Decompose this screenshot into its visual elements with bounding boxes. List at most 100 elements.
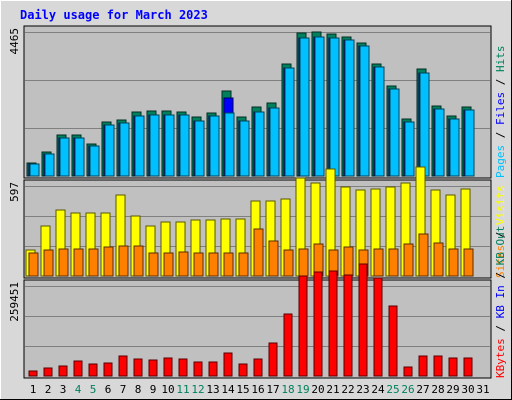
- x-label-day-30: 30: [461, 383, 474, 396]
- x-label-day-10: 10: [161, 383, 174, 396]
- bar-sites-day-7: [118, 245, 129, 277]
- panel-visits-sites-legend-item-2: Visits: [494, 185, 507, 225]
- bar-sites-day-10: [163, 252, 174, 277]
- bar-pages-day-23: [359, 45, 370, 177]
- panel-hits-files-pages-legend: Pages / Files / Hits: [494, 46, 507, 179]
- bar-pages-day-13: [209, 115, 220, 177]
- x-label-day-28: 28: [431, 383, 444, 396]
- bar-kbytes-day-11: [178, 358, 188, 377]
- bar-sites-day-4: [73, 248, 84, 277]
- bar-sites-day-28: [433, 242, 444, 277]
- bar-pages-day-26: [404, 121, 415, 177]
- x-label-day-14: 14: [221, 383, 235, 396]
- x-label-day-25: 25: [386, 383, 399, 396]
- bar-sites-day-29: [448, 248, 459, 277]
- bar-kbytes-day-14: [223, 352, 233, 377]
- x-label-day-29: 29: [446, 383, 459, 396]
- bar-kbytes-day-25: [388, 305, 398, 377]
- bar-kbytes-day-24: [373, 277, 383, 377]
- bar-sites-day-17: [268, 240, 279, 277]
- bar-kbytes-day-23: [358, 263, 368, 377]
- bar-pages-day-24: [374, 66, 385, 177]
- bar-pages-day-11: [179, 114, 190, 177]
- x-label-day-20: 20: [311, 383, 324, 396]
- panel-visits-sites-legend-item-0: Sites: [494, 245, 507, 278]
- panel-kbytes: 259451 KBytes / KB In / KB Out: [8, 226, 507, 379]
- panel-kbytes-legend-item-1: /: [494, 318, 507, 338]
- x-label-day-15: 15: [236, 383, 249, 396]
- bar-sites-day-11: [178, 251, 189, 277]
- x-label-day-18: 18: [281, 383, 294, 396]
- bar-kbytes-day-15: [238, 363, 248, 377]
- bar-sites-day-12: [193, 252, 204, 277]
- bar-pages-day-18: [284, 67, 295, 177]
- bar-kbytes-day-22: [343, 274, 353, 377]
- panel-kbytes-ymax-label: 259451: [8, 282, 21, 322]
- bar-pages-day-29: [449, 118, 460, 177]
- bar-pages-day-14: [224, 112, 235, 177]
- x-label-day-12: 12: [191, 383, 204, 396]
- bar-kbytes-day-19: [298, 275, 308, 377]
- bar-kbytes-day-20: [313, 271, 323, 377]
- x-label-day-2: 2: [45, 383, 52, 396]
- bar-pages-day-10: [164, 114, 175, 177]
- bar-sites-day-18: [283, 249, 294, 277]
- bar-sites-day-13: [208, 252, 219, 277]
- bar-kbytes-day-3: [58, 365, 68, 377]
- bar-sites-day-9: [148, 252, 159, 277]
- bar-kbytes-day-12: [193, 361, 203, 377]
- bar-kbytes-day-9: [148, 359, 158, 377]
- x-label-day-6: 6: [105, 383, 112, 396]
- bar-sites-day-3: [58, 248, 69, 277]
- panel-hits-files-pages-legend-item-1: /: [494, 125, 507, 145]
- bar-sites-day-27: [418, 233, 429, 277]
- bar-kbytes-day-13: [208, 361, 218, 377]
- x-label-day-3: 3: [60, 383, 67, 396]
- bar-pages-day-20: [314, 36, 325, 177]
- bar-sites-day-30: [463, 248, 474, 277]
- x-label-day-16: 16: [251, 383, 264, 396]
- bar-sites-day-8: [133, 245, 144, 277]
- bar-kbytes-day-18: [283, 313, 293, 377]
- x-label-day-9: 9: [150, 383, 157, 396]
- x-label-day-1: 1: [30, 383, 37, 396]
- bar-pages-day-7: [119, 122, 130, 177]
- bar-sites-day-14: [223, 252, 234, 277]
- panel-visits-sites-legend: Sites / Visits: [494, 185, 507, 278]
- panel-visits-sites-legend-item-1: /: [494, 225, 507, 245]
- bar-sites-day-5: [88, 248, 99, 277]
- panel-kbytes-legend: KBytes / KB In / KB Out: [494, 226, 507, 378]
- panel-hits-files-pages-legend-item-4: Hits: [494, 46, 507, 73]
- bar-kbytes-day-21: [328, 270, 338, 377]
- panel-kbytes-legend-item-2: KB In: [494, 285, 507, 318]
- x-label-day-22: 22: [341, 383, 354, 396]
- bar-kbytes-day-28: [433, 355, 443, 377]
- x-label-day-19: 19: [296, 383, 309, 396]
- x-label-day-27: 27: [416, 383, 429, 396]
- bar-pages-day-12: [194, 120, 205, 177]
- bar-pages-day-6: [104, 124, 115, 177]
- bar-sites-day-1: [28, 252, 39, 277]
- bar-pages-day-19: [299, 37, 310, 177]
- bar-kbytes-day-26: [403, 366, 413, 377]
- x-label-day-7: 7: [120, 383, 127, 396]
- panel-hits-files-pages-legend-item-2: Files: [494, 92, 507, 125]
- bar-sites-day-26: [403, 243, 414, 277]
- bar-pages-day-15: [239, 120, 250, 177]
- bar-pages-day-3: [59, 137, 70, 177]
- panel-kbytes-legend-item-3: /: [494, 265, 507, 285]
- bar-sites-day-25: [388, 248, 399, 277]
- chart-title: Daily usage for March 2023: [20, 8, 208, 22]
- bar-kbytes-day-10: [163, 357, 173, 377]
- x-label-day-13: 13: [206, 383, 219, 396]
- bar-pages-day-22: [344, 39, 355, 177]
- bar-sites-day-2: [43, 249, 54, 277]
- bar-kbytes-day-8: [133, 358, 143, 377]
- panel-visits-sites-ymax-label: 597: [8, 182, 21, 202]
- x-label-day-8: 8: [135, 383, 142, 396]
- bar-pages-day-28: [434, 108, 445, 177]
- bar-sites-day-24: [373, 248, 384, 277]
- x-label-day-21: 21: [326, 383, 339, 396]
